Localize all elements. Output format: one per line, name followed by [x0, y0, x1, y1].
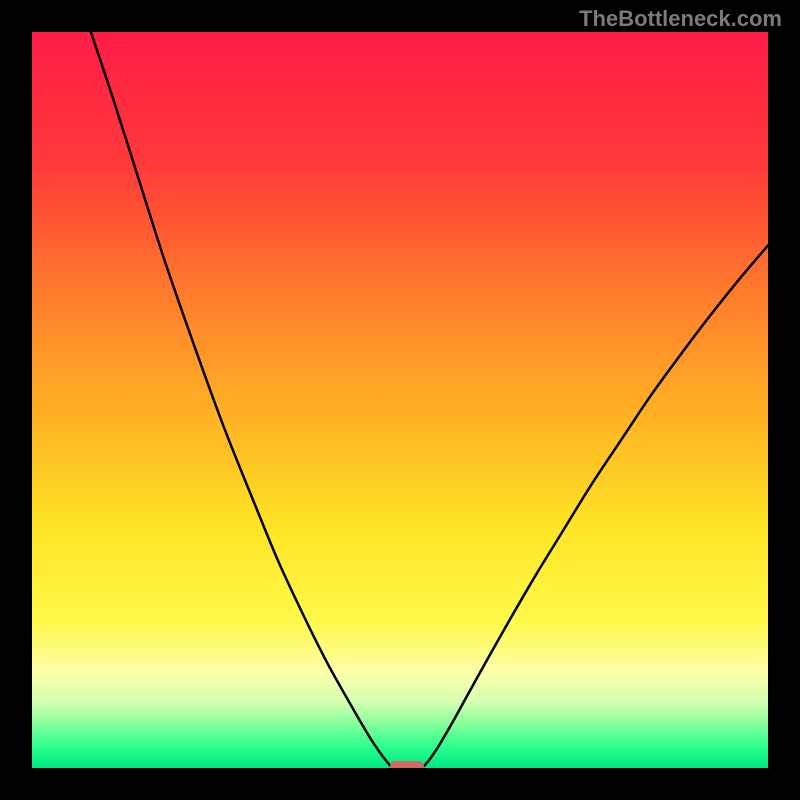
right-curve — [424, 245, 768, 765]
curve-layer — [32, 32, 768, 768]
watermark-text: TheBottleneck.com — [579, 6, 782, 32]
bottleneck-marker — [390, 761, 424, 768]
chart-plot-area — [32, 32, 768, 768]
left-curve — [91, 32, 391, 766]
